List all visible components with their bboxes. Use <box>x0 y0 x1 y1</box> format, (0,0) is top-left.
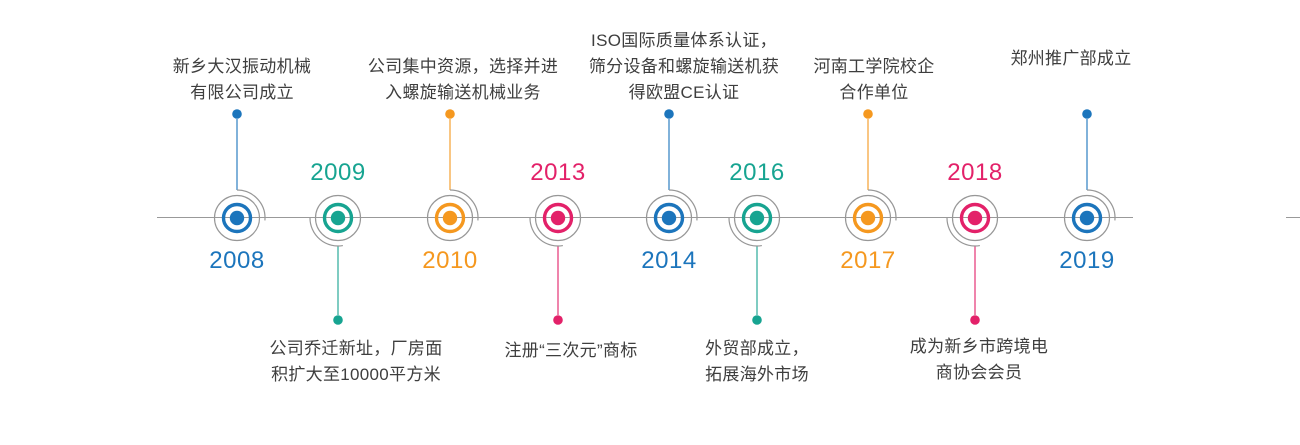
node-dot <box>749 210 765 226</box>
timeline-axis-fragment <box>1286 217 1300 218</box>
year-label: 2019 <box>1059 247 1115 274</box>
outer-arc <box>1086 189 1116 221</box>
timeline-node <box>426 109 479 242</box>
outer-circle <box>645 194 693 242</box>
node-ring <box>653 202 685 234</box>
year-label: 2016 <box>729 159 785 186</box>
timeline-node <box>728 194 781 325</box>
outer-arc <box>867 189 897 221</box>
event-caption: 郑州推广部成立 <box>1010 49 1132 68</box>
outer-arc <box>529 217 563 247</box>
year-label: 2017 <box>840 247 896 274</box>
node-dot <box>1079 210 1095 226</box>
outer-arc <box>309 217 343 247</box>
node-ring <box>221 202 253 234</box>
node-ring <box>322 202 354 234</box>
timeline-node <box>309 194 362 325</box>
timeline-node <box>1063 109 1116 242</box>
outer-circle <box>1063 194 1111 242</box>
outer-circle <box>844 194 892 242</box>
outer-arc <box>668 189 698 221</box>
year-label: 2013 <box>530 159 586 186</box>
outer-circle <box>213 194 261 242</box>
year-label: 2008 <box>209 247 265 274</box>
outer-circle <box>951 194 999 242</box>
outer-arc <box>946 217 980 247</box>
event-caption: 注册“三次元”商标 <box>504 341 638 360</box>
node-dot <box>661 210 677 226</box>
year-label: 2018 <box>947 159 1003 186</box>
node-dot <box>330 210 346 226</box>
connector-dot <box>553 315 563 325</box>
connector-dot <box>664 109 674 119</box>
node-dot <box>550 210 566 226</box>
outer-arc <box>728 217 762 247</box>
event-caption: 公司集中资源，选择并进 入螺旋输送机械业务 <box>367 57 559 102</box>
connector-dot <box>333 315 343 325</box>
event-caption: ISO国际质量体系认证， 筛分设备和螺旋输送机获 得欧盟CE认证 <box>588 31 780 102</box>
outer-circle <box>426 194 474 242</box>
connector-dot <box>970 315 980 325</box>
connector-dot <box>1082 109 1092 119</box>
outer-arc <box>236 189 266 221</box>
node-dot <box>229 210 245 226</box>
connector-dot <box>752 315 762 325</box>
outer-circle <box>314 194 362 242</box>
node-ring <box>959 202 991 234</box>
outer-arc <box>449 189 479 221</box>
node-dot <box>442 210 458 226</box>
timeline-node <box>844 109 897 242</box>
event-caption: 新乡大汉振动机械 有限公司成立 <box>172 57 312 102</box>
node-ring <box>852 202 884 234</box>
node-ring <box>1071 202 1103 234</box>
event-caption: 公司乔迁新址，厂房面 积扩大至10000平方米 <box>269 339 443 384</box>
year-label: 2009 <box>310 159 366 186</box>
timeline-node <box>645 109 698 242</box>
timeline-node <box>946 194 999 325</box>
year-label: 2014 <box>641 247 697 274</box>
node-dot <box>860 210 876 226</box>
node-ring <box>434 202 466 234</box>
event-caption: 成为新乡市跨境电 商协会会员 <box>909 337 1049 382</box>
year-label: 2010 <box>422 247 478 274</box>
timeline-node <box>529 194 582 325</box>
event-caption: 河南工学院校企 合作单位 <box>813 57 935 102</box>
outer-circle <box>534 194 582 242</box>
node-dot <box>967 210 983 226</box>
connector-dot <box>445 109 455 119</box>
timeline-axis <box>157 217 1133 218</box>
node-ring <box>542 202 574 234</box>
timeline-node <box>213 109 266 242</box>
connector-dot <box>232 109 242 119</box>
event-caption: 外贸部成立， 拓展海外市场 <box>705 339 809 384</box>
outer-circle <box>733 194 781 242</box>
connector-dot <box>863 109 873 119</box>
node-ring <box>741 202 773 234</box>
